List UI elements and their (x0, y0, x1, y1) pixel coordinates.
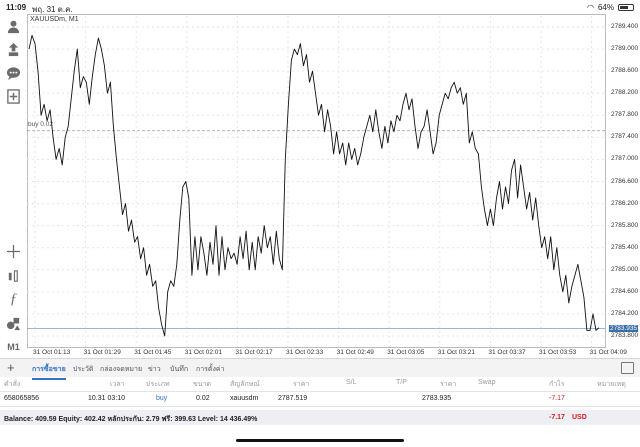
y-tick-label: 2785.400 (611, 243, 639, 251)
y-tick-label: 2786.600 (611, 177, 639, 185)
balance-currency: USD (572, 414, 587, 421)
clock: 11:09 (6, 3, 27, 12)
y-tick-label: 2788.600 (611, 67, 639, 75)
person-icon[interactable] (4, 17, 23, 35)
col-price: ราคา (293, 381, 310, 388)
col-type: ประเภท (146, 381, 170, 388)
col-swap: Swap (478, 379, 496, 386)
x-tick-label: 31 Oct 03:05 (387, 349, 425, 356)
col-sl: S/L (346, 379, 357, 386)
order-time: 10.31 03:10 (88, 395, 125, 402)
order-price: 2787.519 (278, 395, 308, 402)
divider (0, 391, 640, 392)
col-profit: กำไร (549, 381, 565, 388)
chat-icon[interactable] (4, 64, 23, 82)
order-type: buy (156, 395, 168, 402)
y-tick-label: 2787.400 (611, 133, 639, 141)
price-chart[interactable] (27, 14, 640, 357)
left-toolbar: ƒ M1 (0, 14, 27, 357)
x-tick-label: 31 Oct 02:33 (286, 349, 324, 356)
col-tp: T/P (396, 379, 407, 386)
add-icon[interactable]: + (7, 360, 15, 375)
x-tick-label: 31 Oct 02:49 (336, 349, 374, 356)
divider (0, 406, 640, 407)
timeframe-button[interactable]: M1 (7, 342, 20, 352)
buy-line-label[interactable]: buy 0.02 (28, 121, 53, 128)
y-tick-label: 2789.400 (611, 23, 639, 31)
order-symbol: xauusdm (230, 395, 259, 402)
y-tick-label: 2787.000 (611, 155, 639, 163)
x-tick-label: 31 Oct 02:17 (235, 349, 273, 356)
col-volume: ขนาด (193, 381, 212, 388)
balance-bar: Balance: 409.59 Equity: 402.42 หลักประกั… (0, 410, 640, 425)
y-tick-label: 2788.200 (611, 89, 639, 97)
col-time: เวลา (110, 381, 125, 388)
status-right: ◠ 64% (587, 3, 634, 12)
col-order: คำสั่ง (4, 381, 21, 388)
y-tick-label: 2784.600 (611, 287, 639, 295)
tab-mailbox[interactable]: กล่องจดหมาย (100, 366, 143, 373)
x-tick-label: 31 Oct 01:45 (134, 349, 172, 356)
y-tick-label: 2786.200 (611, 199, 639, 207)
status-date: พฤ. 31 ต.ค. (32, 5, 73, 14)
col-comment: หมายเหตุ (597, 381, 626, 388)
tab-trade[interactable]: การซื้อขาย (32, 366, 66, 380)
chart-symbol-label: XAUUSDm, M1 (30, 16, 79, 23)
price-series-line (28, 34, 600, 337)
col-symbol: สัญลักษณ์ (230, 381, 260, 388)
col-cur-price: ราคา (440, 381, 457, 388)
y-tick-label: 2785.000 (611, 265, 639, 273)
function-icon[interactable]: ƒ (9, 290, 18, 307)
y-tick-label: 2784.200 (611, 309, 639, 317)
x-tick-label: 31 Oct 01:13 (33, 349, 71, 356)
home-indicator (236, 439, 404, 442)
change-icon[interactable] (4, 40, 23, 58)
export-icon[interactable] (621, 362, 634, 374)
order-profit: -7.17 (549, 395, 565, 402)
x-tick-label: 31 Oct 01:29 (83, 349, 121, 356)
trade-table-header: คำสั่ง เวลา ประเภท ขนาด สัญลักษณ์ ราคา S… (0, 379, 640, 389)
crosshair-icon[interactable] (4, 242, 23, 260)
status-bar: 11:09 พฤ. 31 ต.ค. ◠ 64% (0, 0, 640, 14)
order-id: 658065856 (4, 395, 40, 402)
battery-icon (618, 4, 634, 11)
y-tick-label: 2785.800 (611, 221, 639, 229)
tab-news[interactable]: ข่าว (148, 366, 161, 373)
x-tick-label: 31 Oct 03:21 (437, 349, 476, 356)
current-price-tag: 2783.935 (609, 324, 639, 332)
x-tick-label: 31 Oct 03:37 (488, 349, 526, 356)
y-tick-label: 2789.000 (611, 45, 639, 53)
battery-label: 64% (597, 3, 614, 12)
x-tick-label: 31 Oct 02:01 (184, 349, 223, 356)
y-tick-label: 2783.800 (611, 331, 639, 339)
tab-settings[interactable]: การตั้งค่า (196, 366, 225, 373)
y-tick-label: 2787.800 (611, 111, 639, 119)
chart-canvas (27, 14, 606, 348)
balance-summary: Balance: 409.59 Equity: 402.42 หลักประกั… (4, 416, 258, 423)
order-volume: 0.02 (196, 395, 210, 402)
balance-profit: -7.17 (549, 414, 565, 421)
shapes-icon[interactable] (4, 314, 23, 332)
x-tick-label: 31 Oct 03:53 (539, 349, 577, 356)
bottom-tabs: + การซื้อขาย ประวัติ กล่องจดหมาย ข่าว บั… (0, 358, 640, 380)
wifi-icon: ◠ (587, 3, 594, 12)
order-cur-price: 2783.935 (422, 395, 452, 402)
tab-journal[interactable]: บันทึก (170, 366, 189, 373)
tab-history[interactable]: ประวัติ (73, 366, 94, 373)
add-indicator-icon[interactable] (4, 87, 23, 105)
x-tick-label: 31 Oct 04:09 (589, 349, 627, 356)
objects-icon[interactable] (4, 267, 23, 285)
